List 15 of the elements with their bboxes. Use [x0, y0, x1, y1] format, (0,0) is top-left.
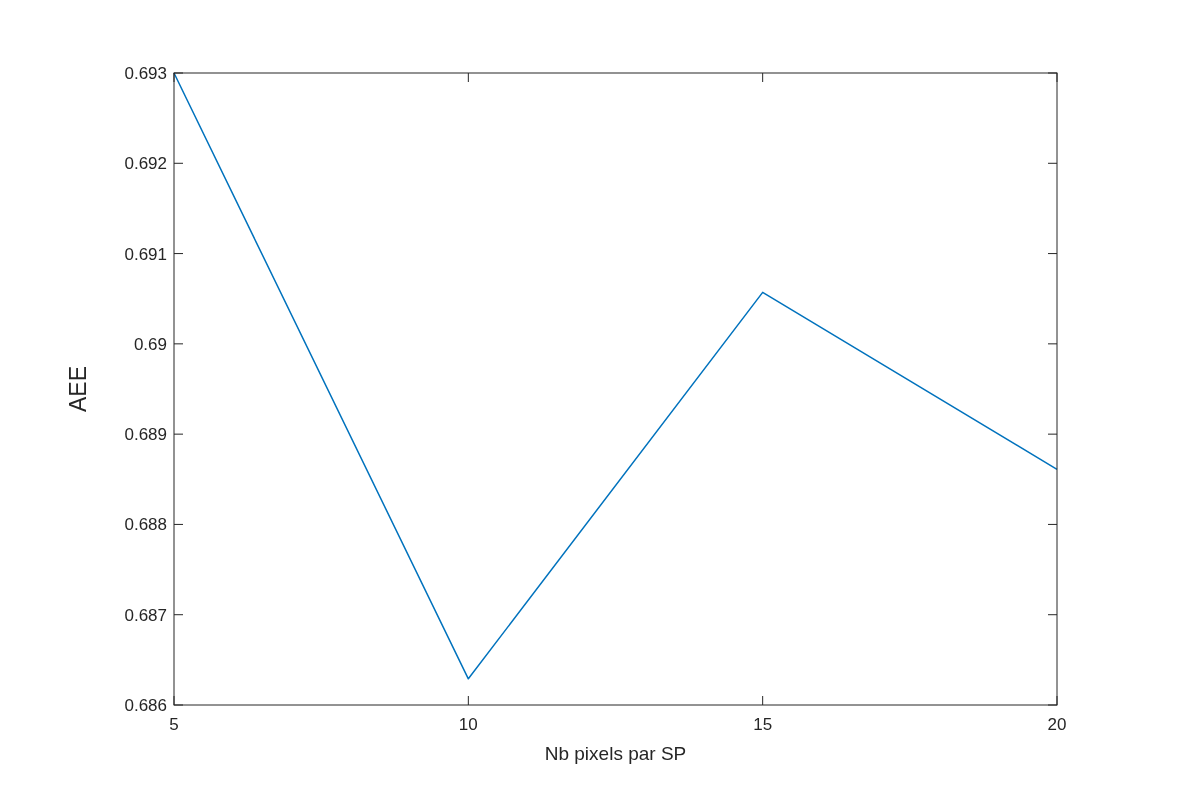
- y-tick-label: 0.693: [124, 64, 167, 83]
- x-axis-title: Nb pixels par SP: [544, 743, 687, 764]
- y-tick-label: 0.692: [124, 154, 167, 174]
- y-axis-title: AEE: [65, 365, 91, 413]
- x-tick-label: 20: [1047, 715, 1067, 734]
- line-series: [173, 72, 1058, 680]
- x-tick-label: 5: [169, 715, 179, 734]
- y-tick-label: 0.688: [124, 515, 167, 535]
- y-tick-label: 0.686: [124, 696, 167, 715]
- y-tick-label: 0.691: [124, 244, 167, 264]
- y-tick-label: 0.69: [133, 334, 167, 354]
- y-tick-label: 0.687: [124, 605, 167, 625]
- x-tick-label: 10: [458, 715, 478, 734]
- y-tick-label: 0.689: [124, 425, 167, 445]
- x-tick-label: 15: [753, 715, 773, 734]
